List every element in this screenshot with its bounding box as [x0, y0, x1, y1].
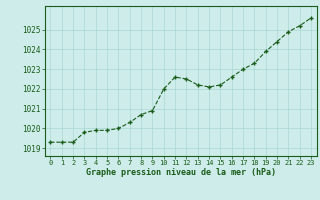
X-axis label: Graphe pression niveau de la mer (hPa): Graphe pression niveau de la mer (hPa)	[86, 168, 276, 177]
